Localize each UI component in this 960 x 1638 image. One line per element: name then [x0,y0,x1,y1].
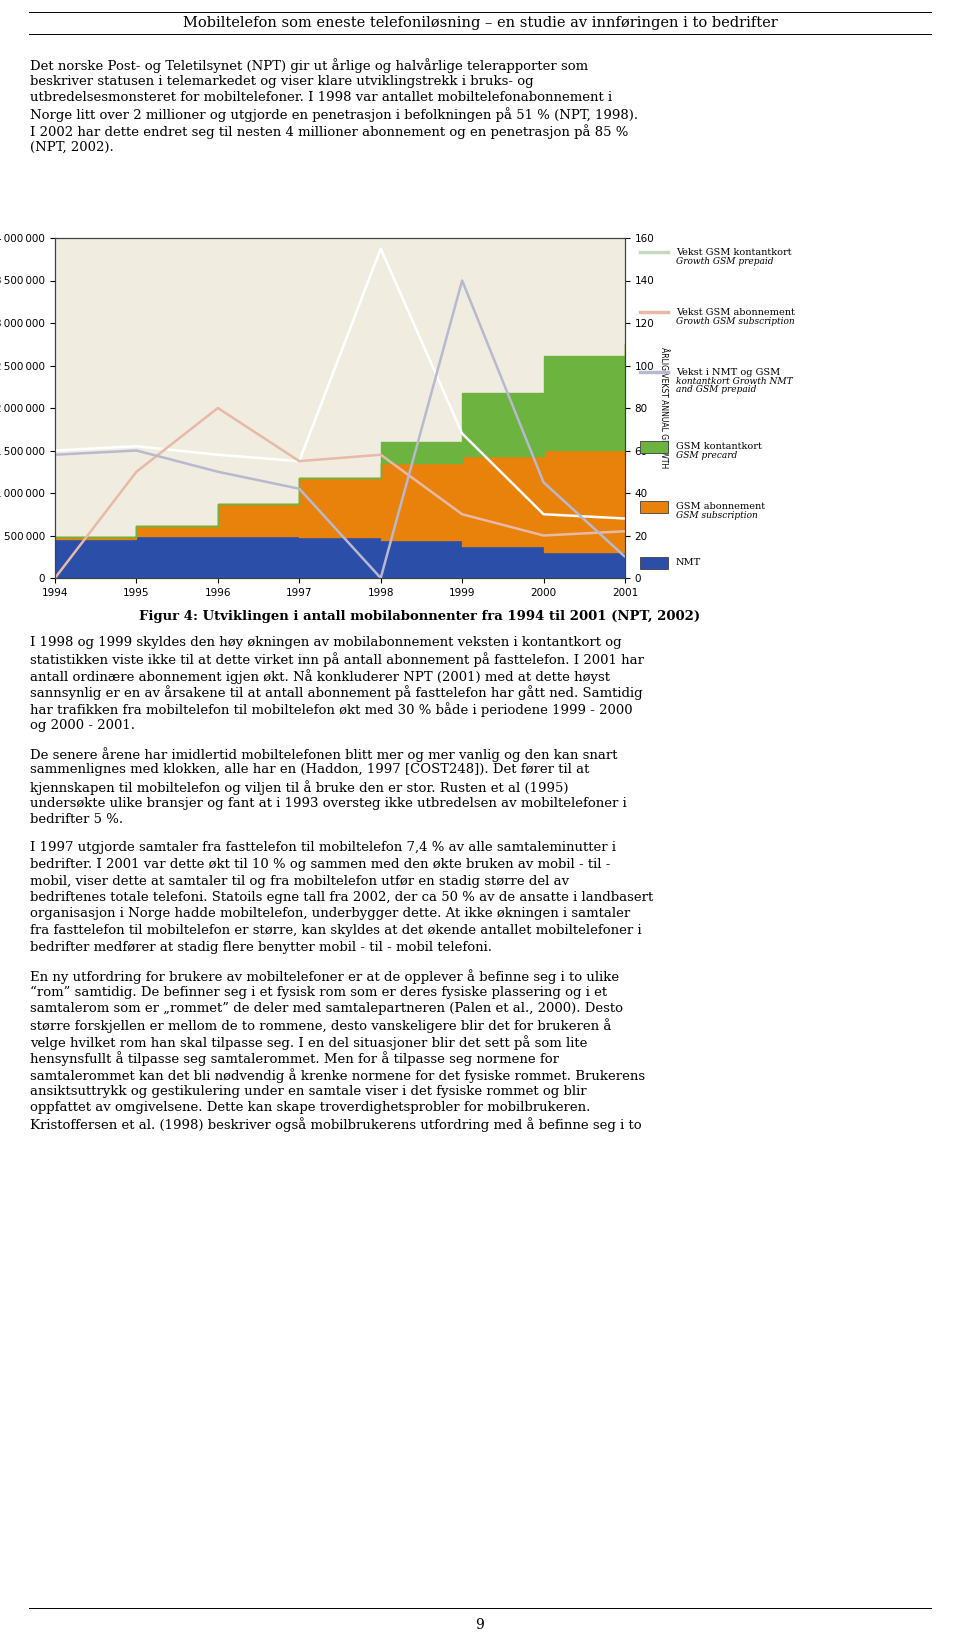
Text: hensynsfullt å tilpasse seg samtalerommet. Men for å tilpasse seg normene for: hensynsfullt å tilpasse seg samtaleromme… [30,1052,559,1066]
FancyBboxPatch shape [640,557,668,568]
Text: En ny utfordring for brukere av mobiltelefoner er at de opplever å befinne seg i: En ny utfordring for brukere av mobiltel… [30,970,619,984]
Text: kjennskapen til mobiltelefon og viljen til å bruke den er stor. Rusten et al (19: kjennskapen til mobiltelefon og viljen t… [30,780,568,794]
Text: I 2002 har dette endret seg til nesten 4 millioner abonnement og en penetrasjon : I 2002 har dette endret seg til nesten 4… [30,124,629,139]
Y-axis label: ÅRLIG VEKST ANNUAL GROWTH: ÅRLIG VEKST ANNUAL GROWTH [660,347,668,468]
Text: statistikken viste ikke til at dette virket inn på antall abonnement på fasttele: statistikken viste ikke til at dette vir… [30,652,644,667]
Text: sammenlignes med klokken, alle har en (Haddon, 1997 [COST248]). Det fører til at: sammenlignes med klokken, alle har en (H… [30,763,589,776]
Text: Det norske Post- og Teletilsynet (NPT) gir ut årlige og halvårlige telerapporter: Det norske Post- og Teletilsynet (NPT) g… [30,57,588,72]
Text: bedrifter 5 %.: bedrifter 5 %. [30,812,123,826]
Text: utbredelsesmonsteret for mobiltelefoner. I 1998 var antallet mobiltelefonabonnem: utbredelsesmonsteret for mobiltelefoner.… [30,92,612,103]
Text: NMT: NMT [676,559,701,567]
Text: samtalerom som er „rommet” de deler med samtalepartneren (Palen et al., 2000). D: samtalerom som er „rommet” de deler med … [30,1002,623,1016]
Text: samtalerommet kan det bli nødvendig å krenke normene for det fysiske rommet. Bru: samtalerommet kan det bli nødvendig å kr… [30,1068,645,1083]
Text: Figur 4: Utviklingen i antall mobilabonnenter fra 1994 til 2001 (NPT, 2002): Figur 4: Utviklingen i antall mobilabonn… [139,609,701,622]
FancyBboxPatch shape [640,501,668,513]
Text: GSM kontantkort: GSM kontantkort [676,442,762,450]
Text: oppfattet av omgivelsene. Dette kan skape troverdighetsprobler for mobilbrukeren: oppfattet av omgivelsene. Dette kan skap… [30,1101,590,1114]
FancyBboxPatch shape [640,441,668,454]
Text: Mobiltelefon som eneste telefoniløsning – en studie av innføringen i to bedrifte: Mobiltelefon som eneste telefoniløsning … [182,16,778,29]
Text: velge hvilket rom han skal tilpasse seg. I en del situasjoner blir det sett på s: velge hvilket rom han skal tilpasse seg.… [30,1035,588,1050]
Text: mobil, viser dette at samtaler til og fra mobiltelefon utfør en stadig større de: mobil, viser dette at samtaler til og fr… [30,875,569,888]
Text: and GSM prepaid: and GSM prepaid [676,385,756,395]
Text: beskriver statusen i telemarkedet og viser klare utviklingstrekk i bruks- og: beskriver statusen i telemarkedet og vis… [30,74,534,87]
Text: Kristoffersen et al. (1998) beskriver også mobilbrukerens utfordring med å befin: Kristoffersen et al. (1998) beskriver og… [30,1117,641,1132]
Text: Vekst GSM kontantkort: Vekst GSM kontantkort [676,247,792,257]
Text: Growth GSM prepaid: Growth GSM prepaid [676,257,774,265]
Text: “rom” samtidig. De befinner seg i et fysisk rom som er deres fysiske plassering : “rom” samtidig. De befinner seg i et fys… [30,986,607,999]
Text: bedriftenes totale telefoni. Statoils egne tall fra 2002, der ca 50 % av de ansa: bedriftenes totale telefoni. Statoils eg… [30,891,653,904]
Text: Vekst GSM abonnement: Vekst GSM abonnement [676,308,795,318]
Text: fra fasttelefon til mobiltelefon er større, kan skyldes at det økende antallet m: fra fasttelefon til mobiltelefon er stør… [30,924,641,937]
Text: har trafikken fra mobiltelefon til mobiltelefon økt med 30 % både i periodene 19: har trafikken fra mobiltelefon til mobil… [30,703,633,717]
Text: Growth GSM subscription: Growth GSM subscription [676,318,795,326]
Text: 9: 9 [475,1618,485,1631]
Text: større forskjellen er mellom de to rommene, desto vanskeligere blir det for bruk: større forskjellen er mellom de to romme… [30,1019,612,1034]
Text: bedrifter medfører at stadig flere benytter mobil - til - mobil telefoni.: bedrifter medfører at stadig flere benyt… [30,940,492,953]
Text: undersøkte ulike bransjer og fant at i 1993 oversteg ikke utbredelsen av mobilte: undersøkte ulike bransjer og fant at i 1… [30,796,627,809]
Text: GSM subscription: GSM subscription [676,511,757,519]
Text: Vekst i NMT og GSM: Vekst i NMT og GSM [676,369,780,377]
Text: bedrifter. I 2001 var dette økt til 10 % og sammen med den økte bruken av mobil : bedrifter. I 2001 var dette økt til 10 %… [30,858,611,871]
Text: ansiktsuttrykk og gestikulering under en samtale viser i det fysiske rommet og b: ansiktsuttrykk og gestikulering under en… [30,1084,587,1097]
Text: organisasjon i Norge hadde mobiltelefon, underbygger dette. At ikke økningen i s: organisasjon i Norge hadde mobiltelefon,… [30,907,631,921]
Text: GSM precard: GSM precard [676,450,737,460]
Text: sannsynlig er en av årsakene til at antall abonnement på fasttelefon har gått ne: sannsynlig er en av årsakene til at anta… [30,685,642,701]
Text: GSM abonnement: GSM abonnement [676,501,765,511]
Text: og 2000 - 2001.: og 2000 - 2001. [30,719,135,732]
Text: antall ordinære abonnement igjen økt. Nå konkluderer NPT (2001) med at dette høy: antall ordinære abonnement igjen økt. Nå… [30,668,610,685]
Text: kontantkort Growth NMT: kontantkort Growth NMT [676,377,793,387]
Text: (NPT, 2002).: (NPT, 2002). [30,141,113,154]
Text: Norge litt over 2 millioner og utgjorde en penetrasjon i befolkningen på 51 % (N: Norge litt over 2 millioner og utgjorde … [30,108,638,123]
Text: De senere årene har imidlertid mobiltelefonen blitt mer og mer vanlig og den kan: De senere årene har imidlertid mobiltele… [30,747,617,762]
Text: I 1998 og 1999 skyldes den høy økningen av mobilabonnement veksten i kontantkort: I 1998 og 1999 skyldes den høy økningen … [30,636,622,649]
Text: I 1997 utgjorde samtaler fra fasttelefon til mobiltelefon 7,4 % av alle samtalem: I 1997 utgjorde samtaler fra fasttelefon… [30,842,616,855]
